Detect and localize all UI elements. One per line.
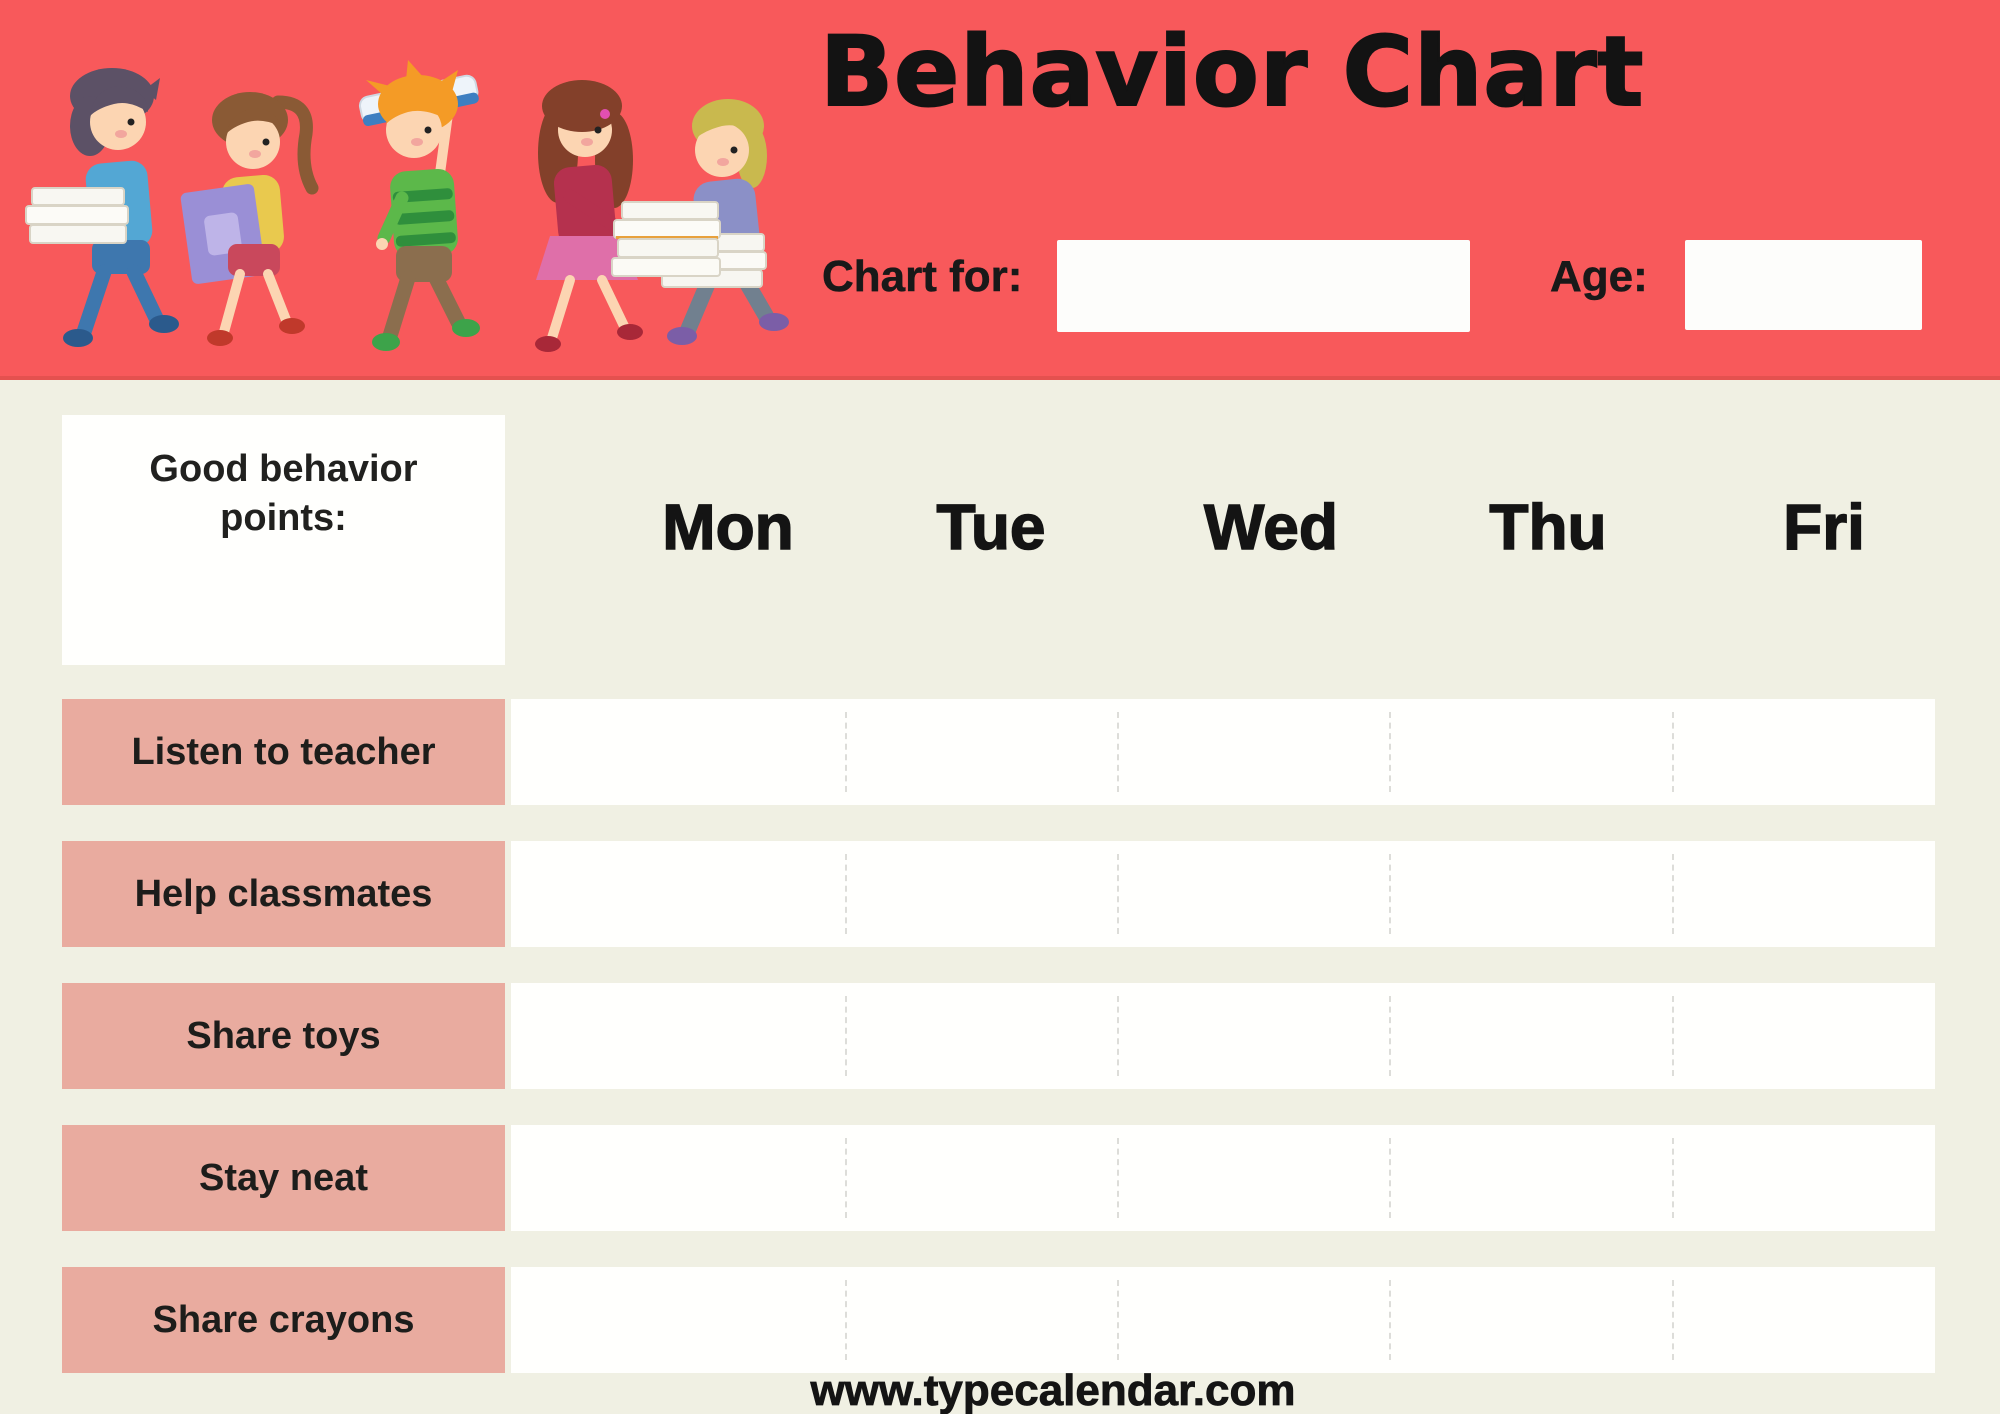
row-cells bbox=[511, 699, 1935, 805]
cell-separator bbox=[1389, 1280, 1391, 1360]
day-header-thu: Thu bbox=[1489, 490, 1608, 564]
row-label: Share crayons bbox=[62, 1267, 505, 1373]
day-cell[interactable] bbox=[1672, 1125, 1935, 1231]
cell-separator bbox=[1672, 996, 1674, 1076]
kids-walking-with-books-illustration bbox=[25, 60, 789, 352]
day-cell[interactable] bbox=[845, 841, 1117, 947]
cell-separator bbox=[1389, 1138, 1391, 1218]
cell-separator bbox=[845, 854, 847, 934]
page-title: Behavior Chart bbox=[819, 15, 1645, 129]
day-cell[interactable] bbox=[845, 1125, 1117, 1231]
day-cell[interactable] bbox=[1117, 1125, 1389, 1231]
cell-separator bbox=[845, 996, 847, 1076]
day-cell[interactable] bbox=[1389, 1267, 1672, 1373]
day-cell[interactable] bbox=[1117, 841, 1389, 947]
row-label: Listen to teacher bbox=[62, 699, 505, 805]
day-cell[interactable] bbox=[1672, 841, 1935, 947]
kid-girl-with-books bbox=[535, 80, 721, 352]
day-header-mon: Mon bbox=[662, 490, 795, 564]
row-cells bbox=[511, 841, 1935, 947]
day-header-wed: Wed bbox=[1203, 490, 1338, 564]
age-input[interactable] bbox=[1685, 240, 1922, 330]
day-cell[interactable] bbox=[1672, 699, 1935, 805]
cell-separator bbox=[1117, 854, 1119, 934]
website-url: www.typecalendar.com bbox=[810, 1366, 1296, 1414]
day-cell[interactable] bbox=[1117, 1267, 1389, 1373]
day-cell[interactable] bbox=[511, 983, 845, 1089]
cell-separator bbox=[1117, 712, 1119, 792]
behavior-row: Help classmates bbox=[62, 841, 1935, 947]
row-cells bbox=[511, 1267, 1935, 1373]
day-cell[interactable] bbox=[1389, 983, 1672, 1089]
day-cell[interactable] bbox=[1117, 699, 1389, 805]
row-label: Stay neat bbox=[62, 1125, 505, 1231]
cell-separator bbox=[1389, 996, 1391, 1076]
cell-separator bbox=[845, 712, 847, 792]
day-cell[interactable] bbox=[1389, 841, 1672, 947]
cell-separator bbox=[1672, 854, 1674, 934]
cell-separator bbox=[1389, 854, 1391, 934]
kid-book-on-head bbox=[358, 60, 480, 351]
behavior-row: Stay neat bbox=[62, 1125, 1935, 1231]
day-cell[interactable] bbox=[511, 1267, 845, 1373]
day-cell[interactable] bbox=[845, 699, 1117, 805]
age-label: Age: bbox=[1550, 252, 1648, 302]
cell-separator bbox=[1672, 1280, 1674, 1360]
chart-for-label: Chart for: bbox=[822, 252, 1023, 302]
chart-for-input[interactable] bbox=[1057, 240, 1470, 332]
cell-separator bbox=[1117, 1138, 1119, 1218]
day-cell[interactable] bbox=[845, 983, 1117, 1089]
cell-separator bbox=[1389, 712, 1391, 792]
day-header-tue: Tue bbox=[936, 490, 1047, 564]
cell-separator bbox=[1672, 712, 1674, 792]
behavior-row: Share crayons bbox=[62, 1267, 1935, 1373]
cell-separator bbox=[845, 1138, 847, 1218]
good-behavior-points-header: Good behavior points: bbox=[62, 415, 505, 665]
row-label: Help classmates bbox=[62, 841, 505, 947]
day-header-fri: Fri bbox=[1782, 490, 1865, 564]
behavior-row: Listen to teacher bbox=[62, 699, 1935, 805]
behavior-row: Share toys bbox=[62, 983, 1935, 1089]
day-cell[interactable] bbox=[1672, 983, 1935, 1089]
row-label: Share toys bbox=[62, 983, 505, 1089]
row-cells bbox=[511, 983, 1935, 1089]
day-cell[interactable] bbox=[1672, 1267, 1935, 1373]
banner: Behavior Chart Chart for: Age: bbox=[0, 0, 2000, 380]
cell-separator bbox=[1672, 1138, 1674, 1218]
cell-separator bbox=[1117, 996, 1119, 1076]
day-cell[interactable] bbox=[1389, 699, 1672, 805]
kid-boy-with-books bbox=[25, 68, 179, 347]
row-cells bbox=[511, 1125, 1935, 1231]
day-cell[interactable] bbox=[511, 1125, 845, 1231]
day-cell[interactable] bbox=[1389, 1125, 1672, 1231]
kid-girl-with-folder bbox=[180, 92, 319, 346]
day-cell[interactable] bbox=[845, 1267, 1117, 1373]
day-cell[interactable] bbox=[511, 841, 845, 947]
cell-separator bbox=[1117, 1280, 1119, 1360]
day-cell[interactable] bbox=[1117, 983, 1389, 1089]
cell-separator bbox=[845, 1280, 847, 1360]
day-cell[interactable] bbox=[511, 699, 845, 805]
